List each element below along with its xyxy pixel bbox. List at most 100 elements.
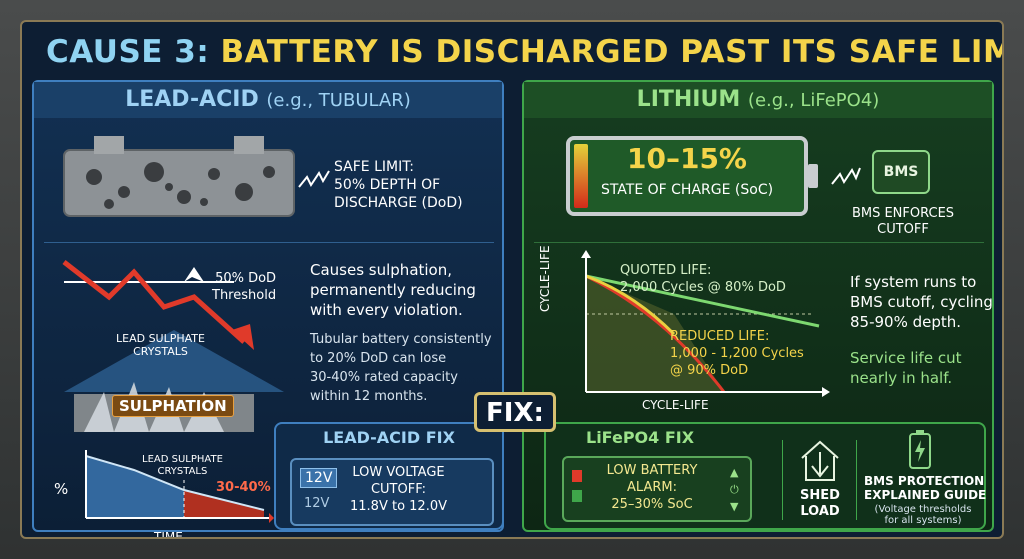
quoted-line-2: 2,000 Cycles @ 80% DoD xyxy=(620,280,786,295)
guide-line-1: BMS PROTECTION xyxy=(864,474,985,488)
battery-alarm-device: LOW BATTERY ALARM: 25–30% SoC ▲ ⏻ ▼ xyxy=(562,456,752,522)
alarm-line-2: ALARM: xyxy=(627,480,677,495)
battery-level-fill xyxy=(574,144,588,208)
lithium-header-title: LITHIUM xyxy=(636,87,741,112)
side-line-3: 85-90% depth. xyxy=(850,313,962,331)
graph-crystals-line-1: LEAD SULPHATE xyxy=(142,454,223,465)
alarm-controls: ▲ ⏻ ▼ xyxy=(730,464,739,515)
sulphation-main-text: Causes sulphation, permanently reducing … xyxy=(310,260,476,320)
shed-load-label: SHED LOAD xyxy=(794,488,846,520)
detail-line-4: within 12 months. xyxy=(310,389,428,404)
threshold-line-1: 50% DoD xyxy=(215,271,277,286)
graph-loss-label: 30-40% xyxy=(216,480,271,495)
title-text: BATTERY IS DISCHARGED PAST ITS SAFE LIMI… xyxy=(220,34,1004,70)
section-divider xyxy=(44,242,494,243)
infographic-board: CAUSE 3: BATTERY IS DISCHARGED PAST ITS … xyxy=(20,20,1004,539)
safe-limit-text: SAFE LIMIT: 50% DEPTH OF DISCHARGE (DoD) xyxy=(334,158,463,212)
voltage-cutoff-text: LOW VOLTAGE CUTOFF: 11.8V to 12.0V xyxy=(350,464,447,515)
bms-label-line-1: BMS ENFORCES xyxy=(851,206,955,221)
lead-acid-header: LEAD-ACID (e.g., TUBULAR) xyxy=(34,82,502,118)
alarm-line-3: 25–30% SoC xyxy=(611,497,693,512)
main-text-line-3: with every violation. xyxy=(310,301,463,319)
cutoff-line-2: CUTOFF: xyxy=(370,482,427,497)
safe-limit-line-2: 50% DEPTH OF xyxy=(334,177,441,193)
bms-label: BMS ENFORCES CUTOFF xyxy=(848,206,958,238)
crystals-line-2: CRYSTALS xyxy=(133,345,188,358)
alarm-power-icon[interactable]: ⏻ xyxy=(730,483,739,496)
battery-charging-icon xyxy=(909,430,931,469)
quoted-life-label: QUOTED LIFE: 2,000 Cycles @ 80% DoD xyxy=(620,262,786,296)
lithium-battery: 10–15% STATE OF CHARGE (SoC) xyxy=(566,136,808,216)
chart-x-label: CYCLE-LIFE xyxy=(642,398,709,412)
section-divider xyxy=(534,242,984,243)
reduced-line-3: @ 90% DoD xyxy=(670,363,749,378)
voltage-chip-bottom: 12V xyxy=(304,496,330,511)
graph-crystals-label: LEAD SULPHATE CRYSTALS xyxy=(142,454,223,478)
bms-guide-note: (Voltage thresholds for all systems) xyxy=(864,504,982,526)
bms-guide-label: BMS PROTECTION EXPLAINED GUIDE xyxy=(864,474,987,502)
capacity-loss-graph xyxy=(85,450,274,523)
voltage-chip-top: 12V xyxy=(300,468,338,488)
alarm-low-indicator xyxy=(572,470,582,482)
threshold-label: 50% DoD Threshold xyxy=(212,270,276,304)
graph-y-label: % xyxy=(54,480,69,498)
lead-acid-panel: LEAD-ACID (e.g., TUBULAR) SAFE LIMIT: 50… xyxy=(32,80,504,537)
graph-x-label: TIME xyxy=(154,530,183,539)
graph-crystals-line-2: CRYSTALS xyxy=(157,466,208,477)
chart-y-label: CYCLE-LIFE xyxy=(538,245,552,312)
shed-load-house-icon xyxy=(801,440,839,481)
reduced-life-line xyxy=(585,274,726,393)
cycle-life-chart xyxy=(581,250,830,397)
title-prefix: CAUSE 3: xyxy=(46,34,210,70)
detail-line-2: to 20% DoD can lose xyxy=(310,351,447,366)
reduced-life-label: REDUCED LIFE: 1,000 - 1,200 Cycles @ 90%… xyxy=(670,328,804,379)
shed-line-1: SHED xyxy=(800,488,840,503)
quoted-life-line xyxy=(585,274,820,328)
shed-line-2: LOAD xyxy=(800,504,840,519)
guide-note-line-2: for all systems) xyxy=(884,515,962,526)
crystals-label: LEAD SULPHATE CRYSTALS xyxy=(116,332,205,358)
side-line-1: If system runs to xyxy=(850,273,977,291)
spark-icon xyxy=(298,170,330,188)
reduced-line-1: REDUCED LIFE: xyxy=(670,329,770,344)
bms-cycling-text: If system runs to BMS cutoff, cycling 85… xyxy=(850,272,993,332)
service-life-text: Service life cut nearly in half. xyxy=(850,348,961,388)
soc-value: 10–15% xyxy=(627,142,747,175)
service-line-1: Service life cut xyxy=(850,349,962,367)
alarm-text: LOW BATTERY ALARM: 25–30% SoC xyxy=(590,462,714,513)
alarm-ok-indicator xyxy=(572,490,582,502)
sulphation-label: SULPHATION xyxy=(112,395,234,417)
lead-acid-fix-title: LEAD-ACID FIX xyxy=(323,428,455,447)
battery-terminal xyxy=(808,164,818,188)
guide-note-line-1: (Voltage thresholds xyxy=(874,504,972,515)
cutoff-line-3: 11.8V to 12.0V xyxy=(350,499,447,514)
lithium-header-example: (e.g., LiFePO4) xyxy=(747,90,880,111)
lithium-panel: LITHIUM (e.g., LiFePO4) 10–15% STATE OF … xyxy=(522,80,994,532)
bms-label-line-2: CUTOFF xyxy=(877,222,929,237)
lifepo4-fix-box: LiFePO4 FIX LOW BATTERY ALARM: 25–30% So… xyxy=(544,422,986,530)
lead-acid-fix-box: LEAD-ACID FIX 12V 12V LOW VOLTAGE CUTOFF… xyxy=(274,422,504,530)
safe-limit-line-1: SAFE LIMIT: xyxy=(334,159,414,175)
alarm-line-1: LOW BATTERY xyxy=(606,463,698,478)
soc-label: STATE OF CHARGE (SoC) xyxy=(600,182,774,198)
alarm-up-icon[interactable]: ▲ xyxy=(730,466,739,479)
quoted-line-1: QUOTED LIFE: xyxy=(620,263,712,278)
sulphation-detail-text: Tubular battery consistently to 20% DoD … xyxy=(310,330,492,406)
main-text-line-1: Causes sulphation, xyxy=(310,261,453,279)
fix-divider xyxy=(856,440,857,520)
alarm-down-icon[interactable]: ▼ xyxy=(730,500,739,513)
spark-icon xyxy=(831,167,861,185)
detail-line-1: Tubular battery consistently xyxy=(310,332,492,347)
lead-acid-header-example: (e.g., TUBULAR) xyxy=(266,90,411,111)
lithium-header: LITHIUM (e.g., LiFePO4) xyxy=(524,82,992,118)
detail-line-3: 30-40% rated capacity xyxy=(310,370,458,385)
lead-acid-header-title: LEAD-ACID xyxy=(125,87,259,112)
lifepo4-fix-title: LiFePO4 FIX xyxy=(586,428,695,447)
cutoff-line-1: LOW VOLTAGE xyxy=(352,465,445,480)
fix-badge: FIX: xyxy=(474,392,556,432)
side-line-2: BMS cutoff, cycling xyxy=(850,293,993,311)
page-title: CAUSE 3: BATTERY IS DISCHARGED PAST ITS … xyxy=(46,34,1004,70)
reduced-line-2: 1,000 - 1,200 Cycles xyxy=(670,346,804,361)
guide-line-2: EXPLAINED GUIDE xyxy=(864,488,987,502)
